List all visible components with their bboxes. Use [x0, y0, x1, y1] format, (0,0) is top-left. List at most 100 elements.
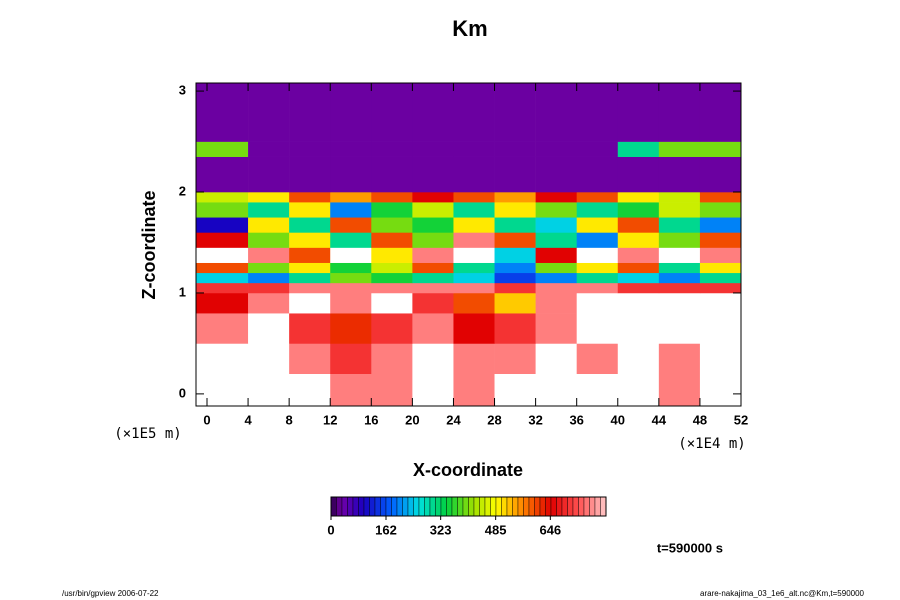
- heatmap-cell: [196, 83, 249, 142]
- x-tick-label: 36: [569, 412, 583, 427]
- heatmap-cell: [412, 343, 454, 374]
- heatmap-cell: [330, 83, 372, 142]
- heatmap-cell: [371, 83, 413, 142]
- heatmap-cell: [658, 232, 701, 248]
- heatmap-cell: [699, 232, 742, 248]
- heatmap-cell: [617, 292, 660, 314]
- heatmap-cell: [330, 343, 372, 374]
- x-tick-label: 32: [528, 412, 542, 427]
- heatmap-cell: [248, 343, 290, 374]
- heatmap-cell: [658, 292, 701, 314]
- heatmap-cell: [617, 343, 660, 374]
- colorbar-swatch: [336, 496, 343, 517]
- heatmap-cell: [196, 192, 249, 203]
- heatmap-cell: [576, 141, 619, 157]
- heatmap-cell: [453, 313, 495, 344]
- footer-left: /usr/bin/gpview 2006-07-22: [62, 589, 159, 598]
- heatmap-cell: [658, 83, 701, 142]
- colorbar-tick-label: 646: [539, 522, 561, 537]
- colorbar-swatch: [523, 496, 530, 517]
- heatmap-cell: [289, 192, 331, 203]
- heatmap-cell: [196, 217, 249, 233]
- heatmap-cell: [535, 343, 577, 374]
- colorbar-swatch: [572, 496, 579, 517]
- heatmap-cell: [617, 217, 660, 233]
- colorbar-swatch: [473, 496, 480, 517]
- colorbar-swatch: [539, 496, 546, 517]
- x-tick-label: 44: [652, 412, 667, 427]
- colorbar-swatch: [341, 496, 348, 517]
- x-axis-label: X-coordinate: [413, 460, 523, 480]
- heatmap-cell: [196, 313, 249, 344]
- colorbar-frame: [330, 496, 607, 517]
- heatmap-cell: [248, 156, 290, 193]
- colorbar-swatch: [358, 496, 365, 517]
- heatmap-cell: [248, 202, 290, 218]
- heatmap-cell: [289, 83, 331, 142]
- heatmap-cell: [617, 202, 660, 218]
- heatmap-cell: [658, 343, 701, 374]
- heatmap-cell: [658, 262, 701, 274]
- heatmap-cell: [412, 313, 454, 344]
- heatmap-cell: [699, 272, 742, 284]
- heatmap-cell: [412, 202, 454, 218]
- heatmap-cell: [494, 373, 536, 407]
- heatmap-cell: [699, 156, 742, 193]
- heatmap-cell: [196, 262, 249, 274]
- heatmap-cell: [699, 373, 742, 407]
- footer-right: arare-nakajima_03_1e6_alt.nc@Km,t=590000: [700, 589, 865, 598]
- heatmap-cell: [617, 313, 660, 344]
- colorbar-swatch: [352, 496, 359, 517]
- heatmap-cell: [412, 232, 454, 248]
- heatmap-cell: [371, 343, 413, 374]
- colorbar-swatch: [578, 496, 585, 517]
- heatmap-cell: [576, 192, 619, 203]
- heatmap-cell: [658, 373, 701, 407]
- heatmap-cell: [658, 217, 701, 233]
- colorbar-swatch: [380, 496, 387, 517]
- heatmap-cell: [699, 343, 742, 374]
- heatmap-cell: [330, 192, 372, 203]
- heatmap-cell: [248, 217, 290, 233]
- heatmap-cell: [617, 156, 660, 193]
- heatmap-cell: [289, 232, 331, 248]
- heatmap-cell: [289, 272, 331, 284]
- heatmap-cell: [453, 282, 495, 294]
- heatmap-cell: [453, 202, 495, 218]
- colorbar-swatch: [402, 496, 409, 517]
- y-tick-label: 2: [179, 183, 186, 198]
- heatmap-cell: [453, 373, 495, 407]
- heatmap-cell: [494, 282, 536, 294]
- heatmap-cell: [412, 247, 454, 263]
- heatmap-cell: [371, 232, 413, 248]
- chart-title: Km: [452, 16, 487, 41]
- heatmap-cell: [699, 313, 742, 344]
- heatmap-cell: [658, 313, 701, 344]
- heatmap-cell: [535, 202, 577, 218]
- heatmap-cell: [196, 202, 249, 218]
- x-tick-label: 24: [446, 412, 461, 427]
- colorbar-swatch: [330, 496, 337, 517]
- heatmap-cell: [535, 83, 577, 142]
- colorbar-swatch: [396, 496, 403, 517]
- heatmap-cell: [196, 232, 249, 248]
- heatmap-cell: [412, 262, 454, 274]
- heatmap-cell: [371, 141, 413, 157]
- heatmap-cell: [412, 156, 454, 193]
- x-tick-label: 40: [611, 412, 625, 427]
- heatmap-cell: [248, 141, 290, 157]
- heatmap-cell: [699, 247, 742, 263]
- heatmap-cell: [330, 373, 372, 407]
- heatmap-cell: [330, 156, 372, 193]
- heatmap-cell: [617, 247, 660, 263]
- heatmap-cell: [248, 83, 290, 142]
- heatmap-cell: [330, 217, 372, 233]
- heatmap-cell: [412, 373, 454, 407]
- heatmap-cell: [330, 247, 372, 263]
- x-tick-label: 12: [323, 412, 337, 427]
- heatmap-cell: [535, 232, 577, 248]
- heatmap-cell: [371, 313, 413, 344]
- heatmap-cell: [196, 272, 249, 284]
- x-tick-label: 4: [244, 412, 252, 427]
- heatmap-cell: [535, 272, 577, 284]
